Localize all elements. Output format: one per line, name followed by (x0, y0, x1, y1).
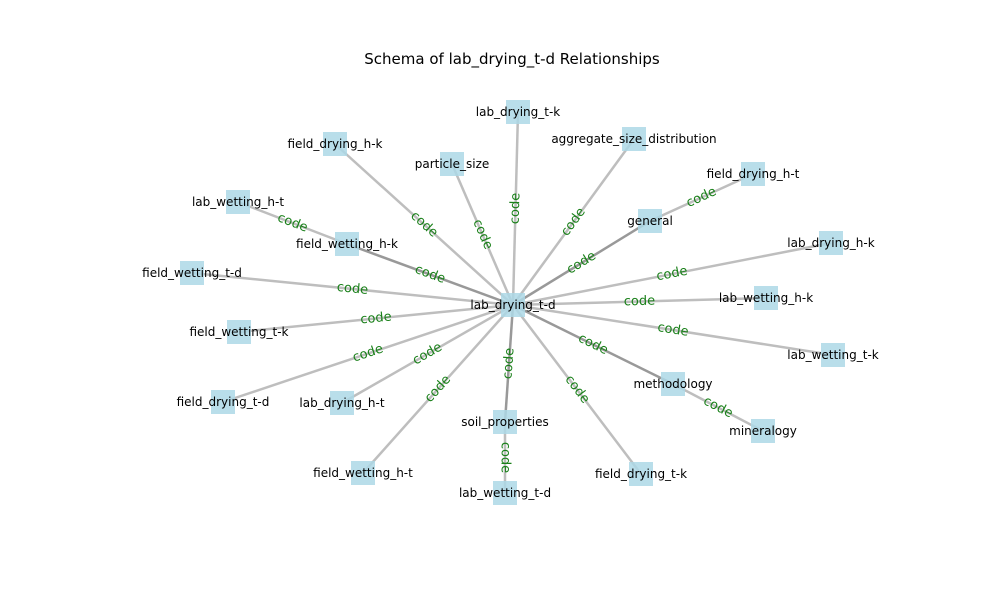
edge-field_wetting_h-k-lab_wetting_h-t (237, 200, 348, 246)
edge-lab_drying_t-d-field_drying_t-d (222, 303, 514, 404)
node-label-field_wetting_h-k: field_wetting_h-k (296, 237, 398, 251)
edge-label: code (624, 294, 656, 310)
node-soil_properties[interactable] (493, 410, 517, 434)
node-label-lab_drying_t-k: lab_drying_t-k (476, 105, 561, 119)
edge-lab_drying_t-d-field_wetting_h-k (346, 242, 514, 307)
nodes-layer (180, 100, 845, 505)
edge-lab_drying_t-d-lab_wetting_h-k (512, 296, 767, 307)
node-label-lab_drying_h-k: lab_drying_h-k (787, 236, 874, 250)
node-lab_wetting_t-d[interactable] (493, 481, 517, 505)
edge-lab_drying_t-d-field_wetting_t-k (238, 303, 514, 334)
node-label-particle_size: particle_size (415, 157, 490, 171)
edge-lab_drying_t-d-aggregate_size_distribution (511, 138, 636, 306)
node-field_drying_t-d[interactable] (211, 390, 235, 414)
node-methodology[interactable] (661, 372, 685, 396)
edge-lab_drying_t-d-lab_drying_h-t (341, 303, 514, 405)
node-label-lab_wetting_h-k: lab_wetting_h-k (719, 291, 813, 305)
node-labels-layer: lab_drying_t-d lab_drying_t-k particle_siz… (142, 105, 879, 500)
node-label-lab_wetting_t-k: lab_wetting_t-k (787, 348, 879, 362)
node-field_wetting_h-k[interactable] (335, 232, 359, 256)
edge-lab_drying_t-d-field_drying_h-k (334, 143, 514, 306)
node-label-lab_wetting_t-d: lab_wetting_t-d (459, 486, 551, 500)
node-label-lab_drying_h-t: lab_drying_h-t (299, 396, 384, 410)
edge-lab_drying_t-d-methodology (512, 303, 674, 386)
node-label-field_wetting_t-k: field_wetting_t-k (189, 325, 288, 339)
node-lab_wetting_t-k[interactable] (821, 343, 845, 367)
node-label-field_drying_t-k: field_drying_t-k (595, 467, 687, 481)
diagram-title: Schema of lab_drying_t-d Relationships (364, 50, 660, 69)
edge-label: code (336, 280, 369, 298)
node-lab_drying_h-k[interactable] (819, 231, 843, 255)
edge-lab_drying_t-d-particle_size (450, 163, 515, 306)
node-label-field_drying_h-k: field_drying_h-k (288, 137, 383, 151)
node-label-field_wetting_h-t: field_wetting_h-t (313, 466, 413, 480)
edge-label: code (656, 320, 689, 340)
edge-label: code (500, 347, 517, 379)
node-field_wetting_t-k[interactable] (227, 320, 251, 344)
node-label-methodology: methodology (633, 377, 712, 391)
node-label-field_wetting_t-d: field_wetting_t-d (142, 266, 242, 280)
node-lab_drying_h-t[interactable] (330, 391, 354, 415)
node-lab_wetting_h-t[interactable] (226, 190, 250, 214)
node-label-general: general (627, 214, 673, 228)
node-label-field_drying_h-t: field_drying_h-t (707, 167, 800, 181)
edge-general-field_drying_h-t (649, 172, 754, 223)
node-field_drying_h-k[interactable] (323, 132, 347, 156)
edge-label: code (508, 193, 524, 225)
node-field_wetting_h-t[interactable] (351, 461, 375, 485)
edge-lab_drying_t-d-general (512, 219, 651, 307)
node-field_drying_t-k[interactable] (629, 462, 653, 486)
edge-lab_drying_t-d-lab_drying_t-k (511, 111, 520, 306)
edge-lab_drying_t-d-field_drying_t-k (512, 304, 642, 475)
edge-label: code (360, 309, 393, 327)
node-lab_drying_t-k[interactable] (506, 100, 530, 124)
node-label-aggregate_size_distribution: aggregate_size_distribution (551, 132, 716, 146)
edge-label: code (498, 442, 513, 473)
node-aggregate_size_distribution[interactable] (622, 127, 646, 151)
node-lab_wetting_h-k[interactable] (754, 286, 778, 310)
edge-label: code (655, 264, 689, 285)
node-label-lab_drying_t-d: lab_drying_t-d (470, 298, 555, 312)
node-label-soil_properties: soil_properties (461, 415, 549, 429)
node-mineralogy[interactable] (751, 419, 775, 443)
node-field_drying_h-t[interactable] (741, 162, 765, 186)
node-general[interactable] (638, 209, 662, 233)
node-lab_drying_t-d[interactable] (501, 293, 525, 317)
node-field_wetting_t-d[interactable] (180, 261, 204, 285)
node-particle_size[interactable] (440, 152, 464, 176)
edge-methodology-mineralogy (672, 382, 764, 433)
edge-lab_drying_t-d-lab_wetting_t-k (512, 303, 834, 357)
edge-lab_drying_t-d-field_wetting_h-t (362, 304, 514, 474)
edge-lab_drying_t-d-lab_drying_h-k (512, 241, 832, 307)
node-label-lab_wetting_h-t: lab_wetting_h-t (192, 195, 284, 209)
edge-lab_drying_t-d-soil_properties (503, 304, 515, 423)
edge-lab_drying_t-d-field_wetting_t-d (191, 271, 514, 307)
node-label-mineralogy: mineralogy (729, 424, 797, 438)
node-label-field_drying_t-d: field_drying_t-d (177, 395, 270, 409)
